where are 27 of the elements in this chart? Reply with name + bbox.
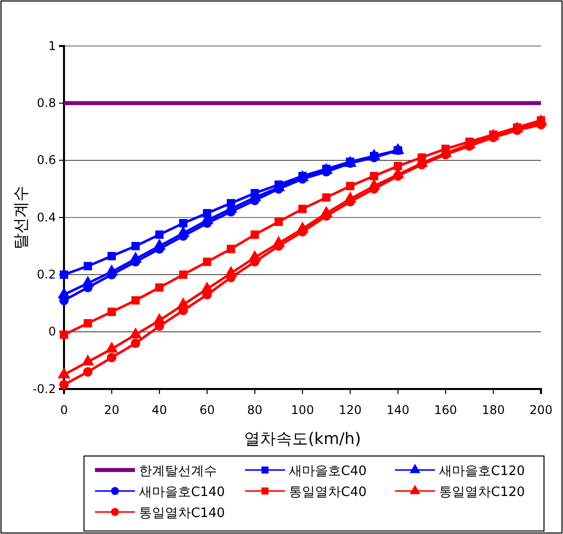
x-tick-label: 80: [247, 402, 262, 417]
y-tick-label: 0.2: [36, 268, 56, 282]
x-tick-label: 200: [530, 402, 552, 417]
x-tick-label: 180: [482, 402, 505, 417]
x-tick-label: 0: [60, 402, 68, 417]
legend-label: 한계탈선계수: [139, 464, 217, 479]
y-tick-label: 0.4: [36, 210, 56, 224]
y-tick-label: 0.8: [36, 96, 56, 110]
x-tick-label: 60: [199, 402, 215, 417]
legend-label: 새마을호C140: [139, 485, 225, 500]
x-tick-label: 160: [434, 402, 458, 417]
x-tick-label: 120: [338, 402, 362, 417]
x-axis-title: 열차속도(km/h): [244, 429, 361, 448]
legend-label: 통일열차C40: [289, 485, 367, 500]
y-tick-label: -0.2: [32, 382, 56, 396]
x-tick-label: 20: [104, 402, 120, 417]
x-tick-label: 40: [152, 402, 168, 417]
legend-label: 통일열차C140: [139, 506, 225, 521]
legend-label: 새마을호C40: [289, 464, 367, 479]
x-tick-label: 100: [291, 402, 314, 417]
y-tick-label: 1: [48, 38, 56, 53]
x-tick-label: 140: [386, 402, 410, 417]
legend-label: 새마을호C120: [439, 464, 525, 479]
y-axis-title: 탈선계수: [11, 186, 30, 250]
y-tick-label: 0.6: [36, 153, 56, 168]
y-tick-label: 0: [48, 324, 56, 339]
legend-label: 통일열차C120: [439, 485, 525, 500]
